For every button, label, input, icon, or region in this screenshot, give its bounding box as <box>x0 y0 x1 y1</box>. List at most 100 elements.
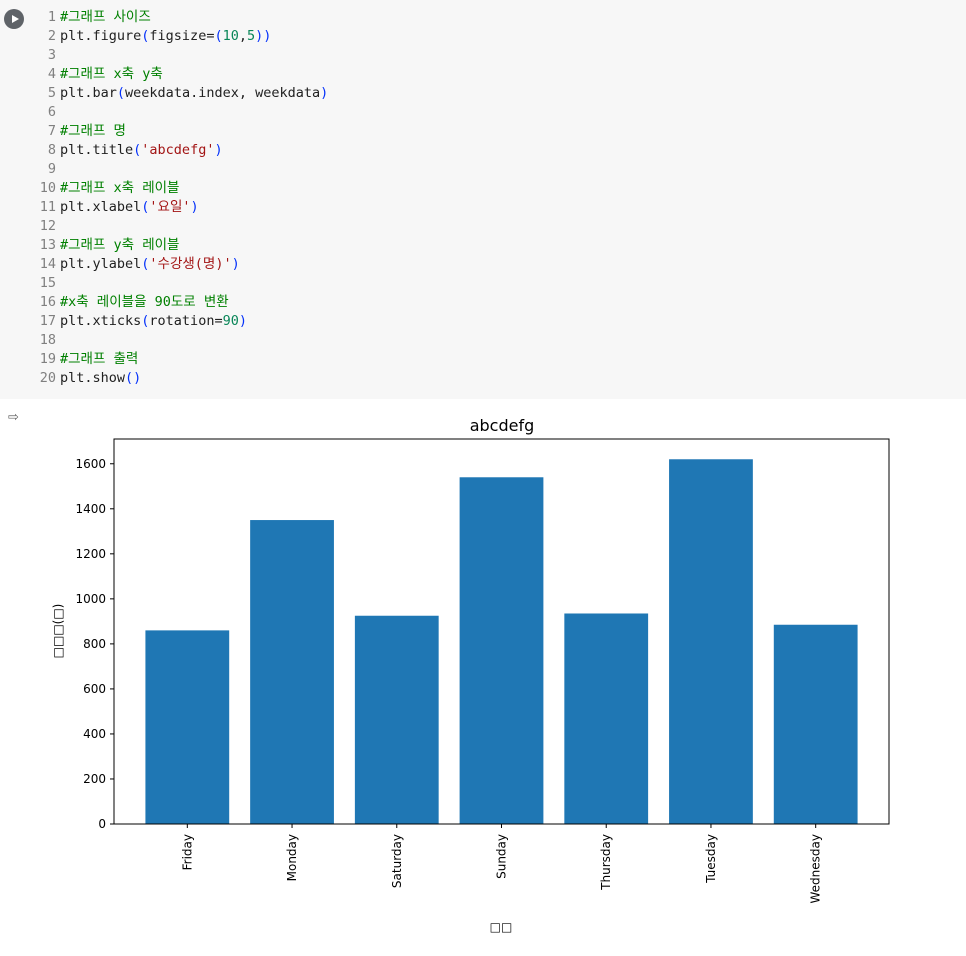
code-line[interactable]: 3 <box>30 46 328 65</box>
code-line[interactable]: 20 plt.show() <box>30 369 328 388</box>
line-number: 19 <box>39 351 56 367</box>
bar-thursday <box>564 613 649 824</box>
code-token: ( <box>141 199 150 215</box>
code-token: ( <box>141 28 150 44</box>
code-token: '수강생(명)' <box>149 256 232 272</box>
code-line[interactable]: 18 <box>30 331 328 350</box>
y-tick-label: 200 <box>83 772 106 786</box>
x-tick-label: Saturday <box>390 834 404 888</box>
code-token: ( <box>141 256 150 272</box>
y-tick-label: 800 <box>83 637 106 651</box>
code-line[interactable]: 14 plt.ylabel('수강생(명)') <box>30 255 328 274</box>
line-number: 13 <box>39 237 56 253</box>
code-line[interactable]: 13 #그래프 y축 레이블 <box>30 236 328 255</box>
bar-saturday <box>354 615 439 824</box>
line-number: 18 <box>39 332 56 348</box>
code-token: ( <box>141 313 150 329</box>
code-token: ( <box>133 142 142 158</box>
code-token: , <box>238 28 247 44</box>
code-line[interactable]: 17 plt.xticks(rotation=90) <box>30 312 328 331</box>
line-number: 2 <box>47 28 56 44</box>
bar-wednesday <box>773 624 858 824</box>
code-token: () <box>125 370 142 386</box>
line-number: 14 <box>39 256 56 272</box>
code-token: #그래프 y축 레이블 <box>60 237 180 253</box>
y-tick-label: 1200 <box>75 547 106 561</box>
code-token: ) <box>320 85 329 101</box>
code-line[interactable]: 5 plt.bar(weekdata.index, weekdata) <box>30 84 328 103</box>
y-tick-label: 0 <box>98 817 106 831</box>
code-token: #그래프 사이즈 <box>60 9 151 25</box>
x-tick-label: Monday <box>285 834 299 881</box>
code-cell[interactable]: 1 #그래프 사이즈 2 plt.figure(figsize=(10,5)) 3 4 #그… <box>0 0 966 399</box>
code-token: 90 <box>222 313 239 329</box>
y-tick-label: 600 <box>83 682 106 696</box>
code-token: ) <box>231 256 240 272</box>
line-number: 17 <box>39 313 56 329</box>
code-token: 'abcdefg' <box>141 142 215 158</box>
code-token: 5 <box>247 28 256 44</box>
y-axis-label: □□□(□) <box>51 604 65 659</box>
output-arrow-icon: ⇨ <box>8 410 19 425</box>
code-token: plt.xlabel <box>60 199 142 215</box>
code-token: plt.bar <box>60 85 117 101</box>
code-line[interactable]: 7 #그래프 명 <box>30 122 328 141</box>
bar-sunday <box>459 477 544 824</box>
plot-frame <box>113 438 890 825</box>
line-number: 12 <box>39 218 56 234</box>
run-cell-button[interactable] <box>4 9 24 29</box>
bar-friday <box>145 630 230 824</box>
code-line[interactable]: 11 plt.xlabel('요일') <box>30 198 328 217</box>
line-number: 6 <box>47 104 56 120</box>
x-axis-label: □□ <box>490 920 513 934</box>
code-token: ) <box>214 142 223 158</box>
code-line[interactable]: 16 #x축 레이블을 90도로 변환 <box>30 293 328 312</box>
code-line[interactable]: 1 #그래프 사이즈 <box>30 8 328 27</box>
bar-chart: abcdefg □□ □□□(□) Friday Monday Saturday Su… <box>51 416 890 934</box>
code-token: plt.show <box>60 370 126 386</box>
y-tick-label: 1400 <box>75 502 106 516</box>
line-number: 9 <box>47 161 56 177</box>
line-number: 7 <box>47 123 56 139</box>
code-token: '요일' <box>149 199 191 215</box>
line-number: 3 <box>47 47 56 63</box>
code-line[interactable]: 10 #그래프 x축 레이블 <box>30 179 328 198</box>
code-line[interactable]: 15 <box>30 274 328 293</box>
code-line[interactable]: 6 <box>30 103 328 122</box>
code-token: plt.title <box>60 142 134 158</box>
y-tick-label: 1600 <box>75 457 106 471</box>
code-editor[interactable]: 1 #그래프 사이즈 2 plt.figure(figsize=(10,5)) 3 4 #그… <box>30 8 329 388</box>
x-tick-label: Friday <box>180 834 194 870</box>
chart-title: abcdefg <box>470 416 535 435</box>
code-line[interactable]: 12 <box>30 217 328 236</box>
code-line[interactable]: 9 <box>30 160 328 179</box>
code-token: #그래프 명 <box>60 123 126 139</box>
code-line[interactable]: 19 #그래프 출력 <box>30 350 328 369</box>
line-number: 4 <box>47 66 56 82</box>
code-token: ( <box>116 85 126 101</box>
x-tick-label: Thursday <box>599 834 613 891</box>
line-number: 20 <box>39 370 56 386</box>
code-line[interactable]: 4 #그래프 x축 y축 <box>30 65 328 84</box>
code-token: 10 <box>222 28 239 44</box>
line-number: 11 <box>39 199 56 215</box>
bar-monday <box>250 520 334 824</box>
code-token: plt.ylabel <box>60 256 142 272</box>
x-tick-label: Sunday <box>495 834 509 879</box>
line-number: 10 <box>39 180 56 196</box>
code-token: plt.xticks <box>60 313 142 329</box>
y-tick-label: 400 <box>83 727 106 741</box>
code-token: ) <box>190 199 199 215</box>
bar-tuesday <box>669 459 753 824</box>
line-number: 8 <box>47 142 56 158</box>
code-line[interactable]: 8 plt.title('abcdefg') <box>30 141 328 160</box>
code-token: #그래프 출력 <box>60 351 139 367</box>
code-token: plt.figure <box>60 28 142 44</box>
code-token: #그래프 x축 레이블 <box>60 180 180 196</box>
code-token: #그래프 x축 y축 <box>60 66 163 82</box>
y-tick-label: 1000 <box>75 592 106 606</box>
code-line[interactable]: 2 plt.figure(figsize=(10,5)) <box>30 27 328 46</box>
chart-output: abcdefg □□ □□□(□) Friday Monday Saturday Su… <box>0 400 966 952</box>
x-tick-label: Wednesday <box>809 834 823 903</box>
code-token: rotation= <box>149 313 223 329</box>
